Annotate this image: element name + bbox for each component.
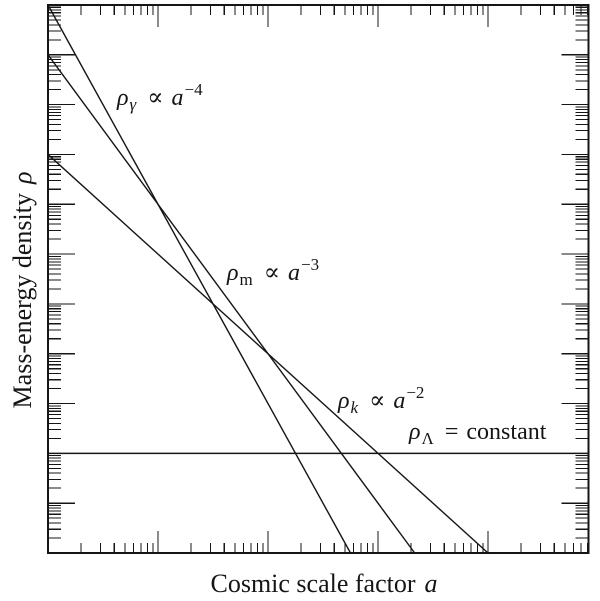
- matter-density-line: [47, 54, 416, 554]
- curvature-density-line: [47, 153, 489, 554]
- y-axis-label: Mass-energy densityρ: [8, 172, 37, 409]
- y-axis-ticks: [48, 4, 589, 554]
- radiation-density-line: [47, 4, 352, 554]
- radiation-line-label: ργ ∝ a−4: [116, 80, 203, 114]
- x-axis-label: Cosmic scale factor a: [210, 569, 437, 598]
- matter-line-label: ρm ∝ a−3: [226, 255, 319, 289]
- plot-frame: [47, 4, 590, 554]
- lambda-line-label: ρΛ = constant: [408, 419, 547, 448]
- x-axis-ticks: [47, 5, 588, 553]
- curvature-line-label: ρk ∝ a−2: [337, 383, 424, 417]
